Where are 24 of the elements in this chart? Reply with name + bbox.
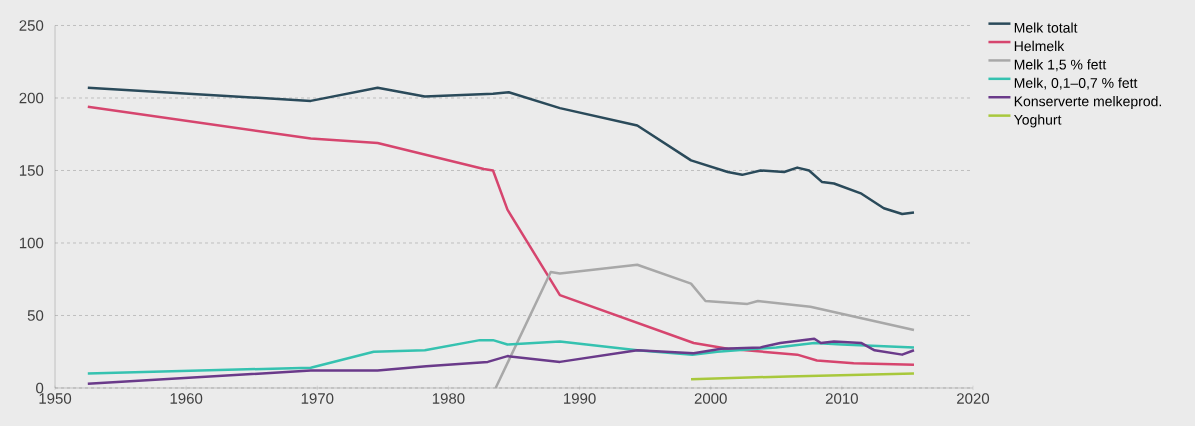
x-tick-label: 2020 (957, 393, 990, 404)
x-tick-label: 2000 (694, 393, 727, 404)
y-tick-label: 100 (19, 237, 44, 249)
x-tick-label: 1970 (301, 393, 334, 404)
y-tick-label: 50 (27, 310, 44, 321)
legend-label: Yoghurt (1014, 114, 1062, 128)
line-series (86, 338, 916, 375)
legend-label: Melk 1,5 % fett (1014, 59, 1107, 72)
y-tick-label: 200 (19, 92, 44, 104)
y-tick-label: 0 (36, 382, 44, 394)
line-series (86, 105, 916, 367)
y-tick-label: 250 (19, 20, 44, 31)
x-tick-label: 1980 (432, 393, 465, 404)
line-series (86, 337, 916, 385)
y-tick-label: 150 (19, 165, 44, 176)
line-series (86, 86, 916, 216)
legend-label: Melk totalt (1014, 22, 1078, 33)
x-tick-label: 1950 (39, 393, 72, 404)
legend-label: Melk, 0,1–0,7 % fett (1014, 77, 1138, 90)
legend-label: Helmelk (1014, 40, 1065, 52)
x-tick-label: 2010 (825, 393, 858, 404)
x-tick-label: 1990 (564, 393, 596, 404)
x-tick-label: 1960 (170, 393, 203, 404)
legend-label: Konserverte melkeprod. (1014, 96, 1162, 110)
